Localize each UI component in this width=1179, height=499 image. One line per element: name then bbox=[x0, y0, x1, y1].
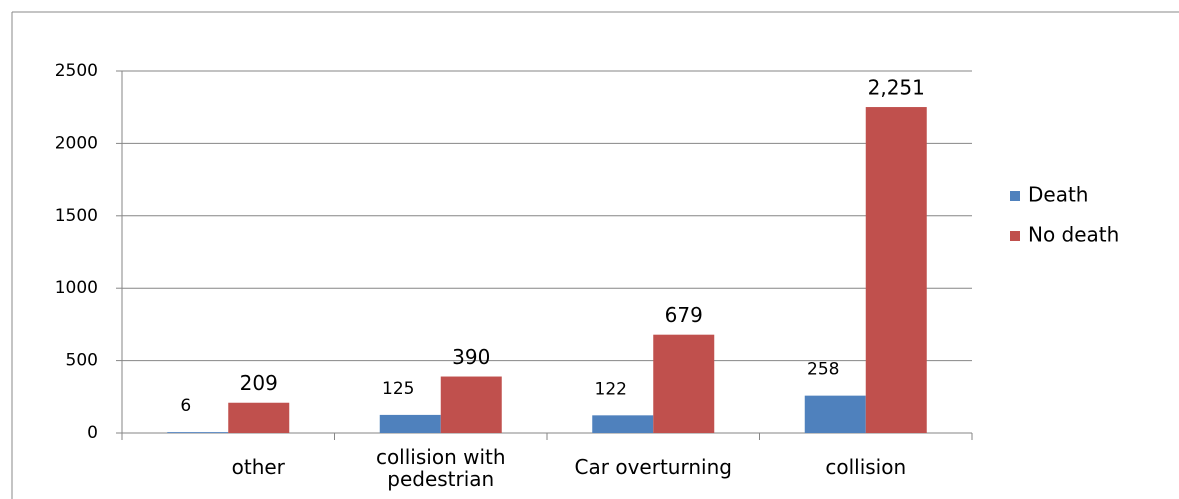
x-tick-label: Car overturning bbox=[574, 455, 732, 479]
data-label: 2,251 bbox=[868, 76, 925, 100]
y-tick-label: 0 bbox=[87, 423, 98, 443]
bar bbox=[167, 432, 229, 433]
data-label: 679 bbox=[665, 303, 703, 327]
legend-label: Death bbox=[1028, 183, 1088, 207]
x-tick-label: other bbox=[231, 455, 285, 479]
x-tick-label: collision with pedestrian bbox=[375, 445, 506, 491]
bar bbox=[592, 415, 654, 433]
data-label: 122 bbox=[595, 379, 627, 399]
bar bbox=[379, 414, 441, 433]
data-label: 209 bbox=[240, 371, 278, 395]
bar bbox=[228, 402, 290, 433]
legend-swatch bbox=[1010, 191, 1020, 201]
bar bbox=[804, 395, 866, 433]
data-label: 125 bbox=[382, 379, 414, 399]
data-label: 390 bbox=[452, 345, 490, 369]
bar bbox=[440, 376, 502, 433]
data-label: 6 bbox=[180, 396, 191, 416]
y-tick-label: 2000 bbox=[55, 133, 98, 153]
x-tick-label: collision bbox=[825, 455, 907, 479]
data-label: 258 bbox=[807, 360, 839, 380]
y-tick-label: 1000 bbox=[55, 278, 98, 298]
bar bbox=[865, 107, 927, 433]
legend-swatch bbox=[1010, 231, 1020, 241]
legend-label: No death bbox=[1028, 223, 1119, 247]
y-tick-label: 2500 bbox=[55, 61, 98, 81]
y-tick-label: 1500 bbox=[55, 206, 98, 226]
bar bbox=[653, 334, 715, 433]
y-tick-label: 500 bbox=[66, 351, 98, 371]
